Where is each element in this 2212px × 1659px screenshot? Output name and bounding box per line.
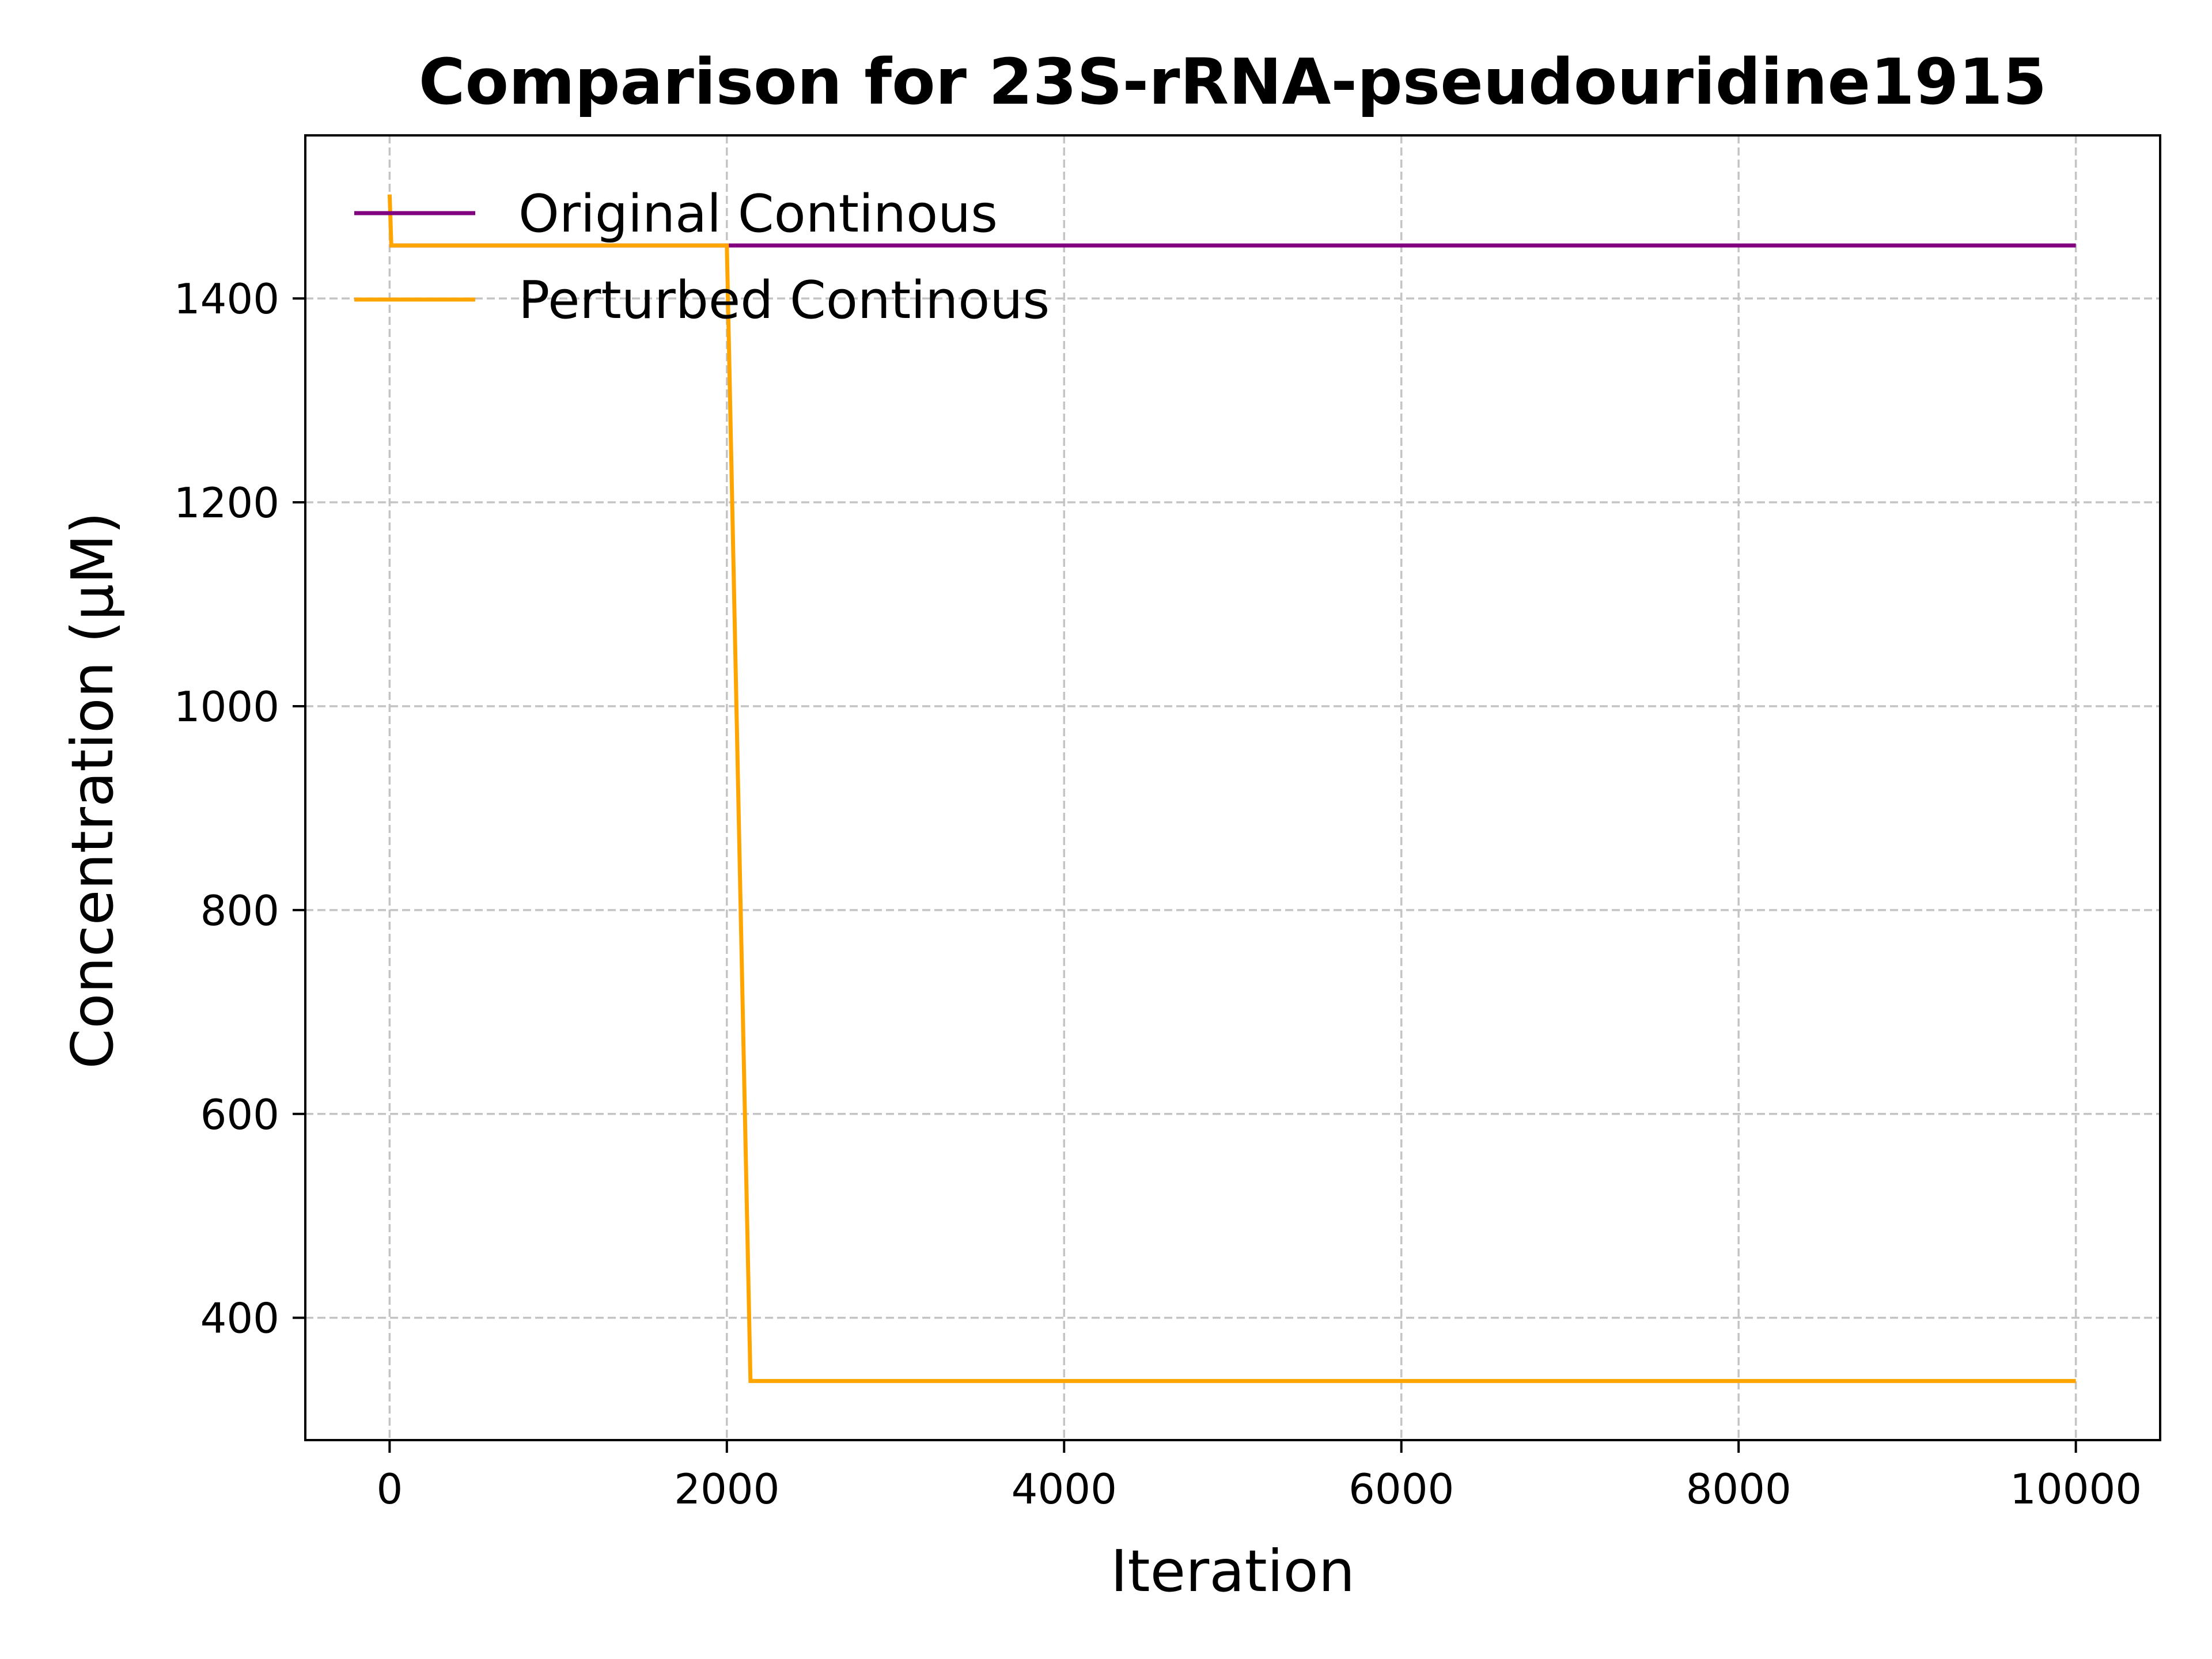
x-tick-label: 0 [376, 1465, 403, 1513]
x-tick-label: 2000 [674, 1465, 779, 1513]
series-line-2 [387, 194, 2076, 1383]
plot-frame [304, 134, 2161, 1441]
x-tick-label: 6000 [1349, 1465, 1454, 1513]
axis-ticks: 0 2000 4000 6000 8000 10000 400 600 800 1000 1200 1… [174, 275, 2142, 1513]
x-tick-label: 8000 [1686, 1465, 1791, 1513]
y-tick-label: 1400 [174, 275, 279, 323]
legend: Original Continous Perturbed Continous [354, 184, 1050, 331]
plot-series [387, 194, 2076, 1383]
x-axis-label: Iteration [1111, 1537, 1355, 1605]
chart-title: Comparison for 23S-rRNA-pseudouridine191… [419, 45, 2047, 119]
y-tick-label: 600 [200, 1090, 279, 1139]
y-tick-label: 1000 [174, 683, 279, 731]
y-tick-label: 400 [200, 1294, 279, 1343]
y-tick-label: 800 [200, 887, 279, 935]
x-tick-label: 10000 [2010, 1465, 2142, 1513]
y-axis-label: Concentration (μM) [59, 512, 126, 1069]
legend-label-1: Original Continous [518, 184, 998, 244]
y-tick-label: 1200 [174, 479, 279, 527]
x-tick-label: 4000 [1012, 1465, 1117, 1513]
legend-label-2: Perturbed Continous [518, 270, 1050, 331]
grid [305, 135, 2160, 1440]
